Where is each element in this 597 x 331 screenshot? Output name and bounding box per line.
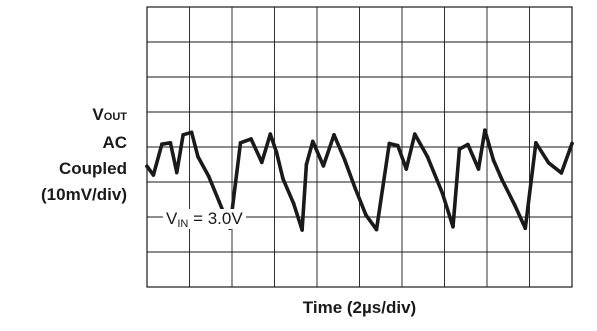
waveform-point	[268, 132, 273, 136]
vin-value: = 3.0V	[188, 209, 243, 228]
waveform-point	[457, 147, 462, 151]
waveform-point	[259, 160, 264, 165]
y-axis-label-line1: VOUT	[41, 102, 127, 130]
waveform-point	[291, 201, 296, 206]
waveform-point	[534, 141, 538, 145]
y-axis-label-line3: Coupled	[59, 159, 127, 178]
waveform-point	[451, 225, 455, 229]
vin-subscript: IN	[177, 218, 189, 230]
vin-main: V	[166, 209, 178, 228]
waveform-point	[404, 167, 409, 171]
waveform-point	[300, 228, 304, 232]
waveform-point	[342, 157, 347, 162]
waveform-point	[523, 226, 528, 230]
waveform-point	[353, 186, 358, 191]
vin-annotation: VIN = 3.0V	[163, 209, 246, 230]
waveform-point	[206, 174, 211, 178]
waveform-point	[174, 170, 179, 175]
waveform-point	[145, 164, 149, 169]
waveform-point	[466, 142, 470, 147]
waveform-point	[440, 191, 445, 195]
waveform-point	[217, 200, 222, 204]
waveform-point	[281, 177, 285, 181]
waveform-traces	[145, 128, 574, 232]
waveform-point	[321, 164, 326, 168]
y-axis-label: VOUT AC Coupled (10mV/div)	[41, 102, 127, 208]
waveform-point	[476, 167, 481, 171]
waveform-point	[512, 202, 517, 207]
waveform-point	[310, 139, 315, 144]
x-axis-label: Time (2µs/div)	[302, 298, 417, 317]
vout-subscript: OUT	[103, 111, 127, 123]
waveform-point	[500, 177, 504, 182]
waveform-point	[168, 141, 173, 145]
waveform-point	[425, 155, 430, 159]
waveform-point	[332, 132, 336, 137]
waveform-point	[374, 227, 379, 232]
waveform-point	[559, 171, 564, 175]
graticule-grid	[147, 7, 572, 287]
waveform-point	[238, 141, 243, 145]
waveform-point	[491, 158, 496, 162]
waveform-point	[364, 213, 368, 217]
waveform-point	[196, 155, 200, 159]
y-axis-label-line4: (10mV/div)	[41, 185, 127, 204]
waveform-point	[151, 173, 156, 177]
waveform-point	[570, 141, 574, 146]
vout-main: V	[92, 105, 104, 124]
waveform-trace-0	[145, 128, 574, 232]
waveform-point	[483, 128, 487, 132]
waveform-point	[546, 160, 551, 165]
waveform-point	[160, 142, 164, 146]
waveform-point	[181, 132, 185, 137]
waveform-point	[395, 143, 400, 148]
waveform-point	[249, 137, 253, 141]
waveform-point	[274, 150, 279, 155]
waveform-point	[304, 162, 309, 167]
waveform-point	[387, 141, 392, 146]
waveform-point	[412, 132, 417, 136]
y-axis-label-line2: AC	[102, 133, 127, 152]
waveform-point	[189, 130, 194, 135]
